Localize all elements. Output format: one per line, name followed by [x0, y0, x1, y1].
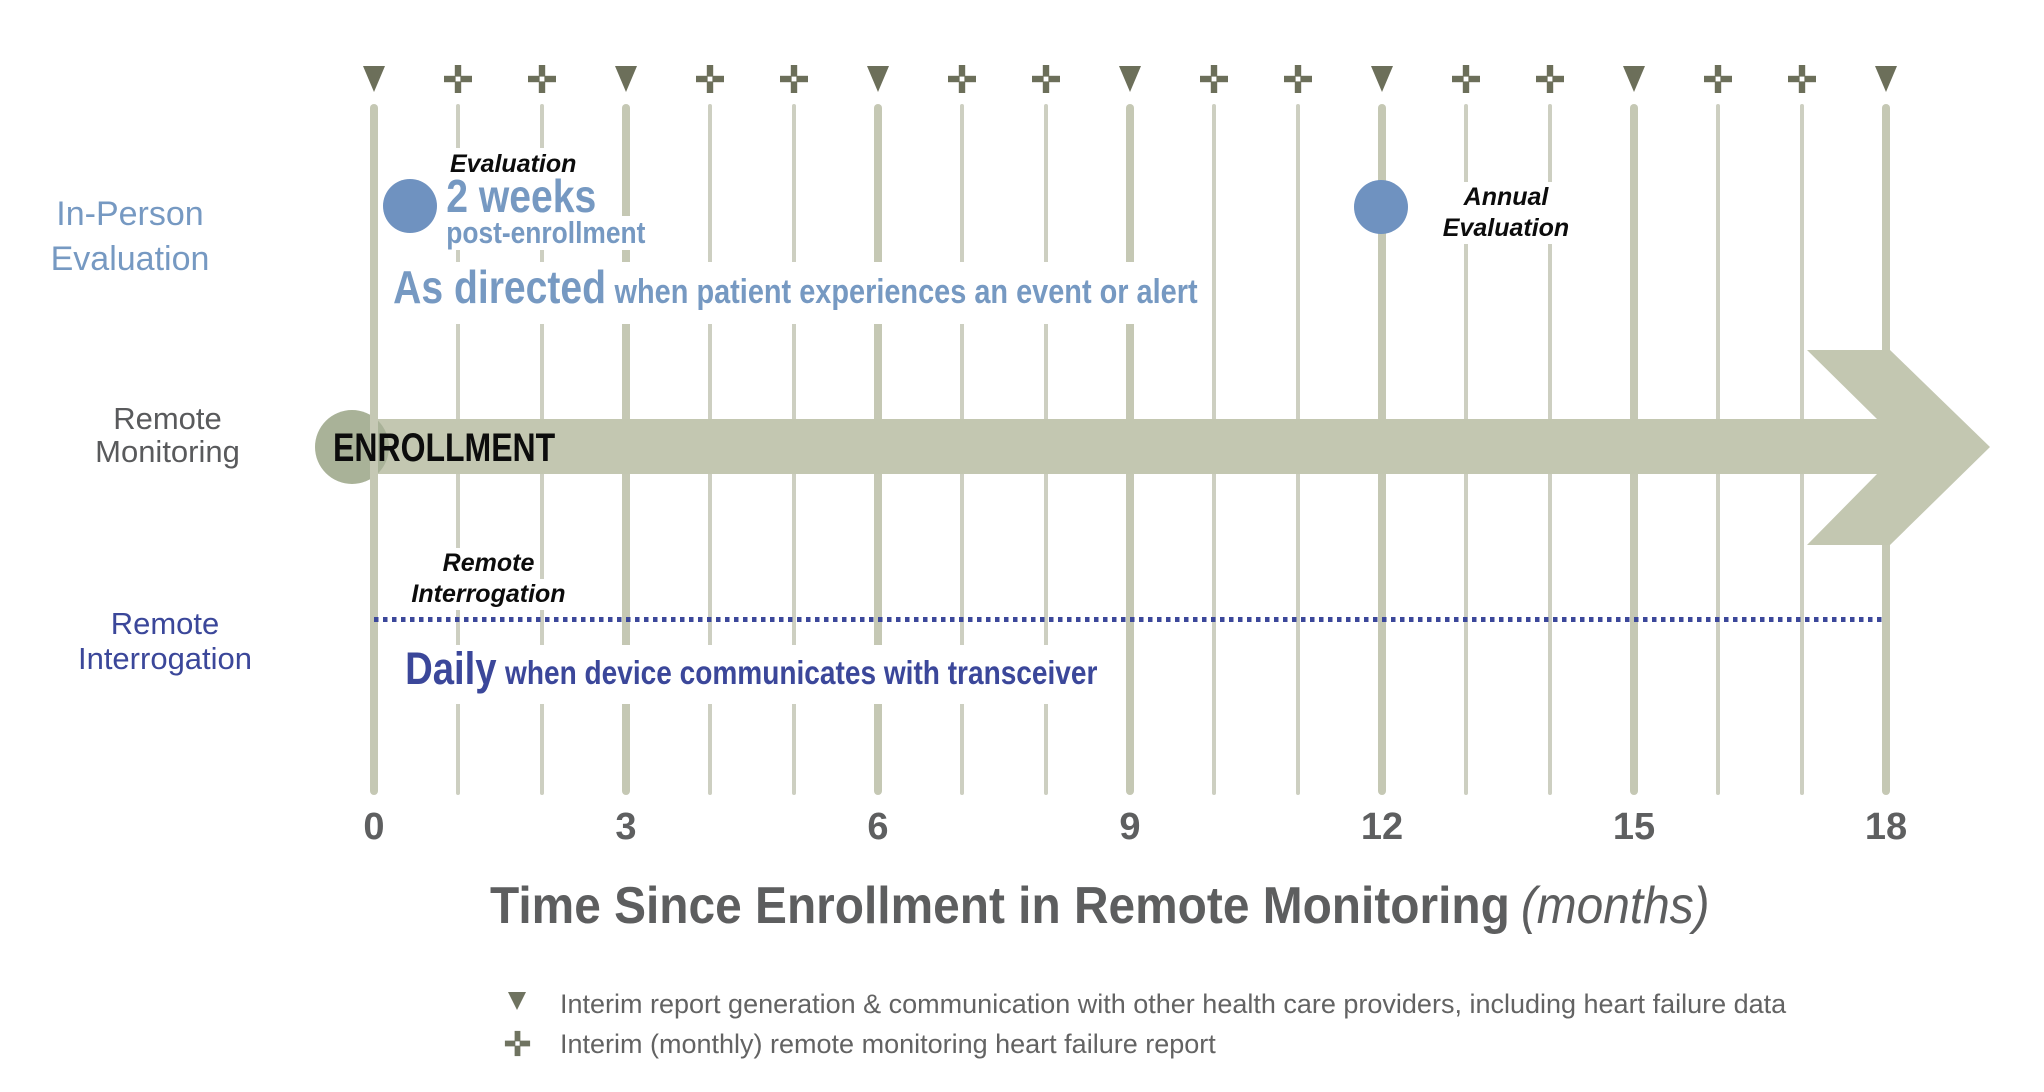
legend-item-quarterly-report: Interim report generation & communicatio… — [560, 989, 1787, 1019]
monthly-report-cross-icon — [1283, 64, 1313, 94]
enrollment-band — [345, 419, 1880, 474]
row-label-line: In-Person — [56, 195, 204, 233]
monthly-report-cross-icon — [527, 64, 557, 94]
annual-evaluation-line: Annual — [1459, 182, 1553, 213]
as-directed-note: As directed when patient experiences an e… — [388, 262, 1203, 324]
legend-cross-icon — [504, 1030, 531, 1057]
monthly-report-cross-icon — [1787, 64, 1817, 94]
remote-interrogation-marker-line: Interrogation — [407, 579, 570, 610]
row-label-remote-interrogation: Remote Interrogation — [0, 606, 330, 676]
month-gridline-11 — [1296, 104, 1300, 795]
legend-item-monthly-report: Interim (monthly) remote monitoring hear… — [560, 1029, 1216, 1059]
quarterly-report-triangle-icon — [1371, 66, 1393, 92]
row-label-line: Monitoring — [95, 434, 240, 469]
monthly-report-cross-icon — [1703, 64, 1733, 94]
evaluation-post-enrollment-text: post-enrollment — [442, 216, 650, 250]
daily-strong: Daily — [405, 643, 497, 694]
quarterly-report-triangle-icon — [1875, 66, 1897, 92]
row-label-in-person-evaluation: In-Person Evaluation — [10, 192, 250, 282]
remote-interrogation-marker-line: Remote — [438, 548, 539, 579]
axis-tick-label: 6 — [867, 806, 889, 848]
quarterly-report-triangle-icon — [1623, 66, 1645, 92]
monthly-report-cross-icon — [443, 64, 473, 94]
month-gridline-9 — [1126, 104, 1134, 795]
daily-interrogation-note: Daily when device communicates with trans… — [400, 645, 1103, 704]
axis-tick-label: 0 — [363, 806, 385, 848]
annual-evaluation-dot — [1354, 180, 1408, 234]
as-directed-rest: when patient experiences an event or ale… — [614, 273, 1198, 311]
quarterly-report-triangle-icon — [1119, 66, 1141, 92]
x-axis-title-main: Time Since Enrollment in Remote Monitori… — [490, 877, 1511, 935]
month-gridline-17 — [1800, 104, 1804, 795]
legend-triangle-down-icon — [508, 992, 526, 1010]
row-label-line: Remote — [113, 401, 222, 436]
annual-evaluation-label: Annual Evaluation — [1406, 182, 1606, 244]
x-axis-title: Time Since Enrollment in Remote Monitori… — [344, 876, 1856, 936]
row-label-line: Remote — [110, 606, 220, 641]
quarterly-report-triangle-icon — [867, 66, 889, 92]
monthly-report-cross-icon — [695, 64, 725, 94]
axis-tick-label: 3 — [615, 806, 637, 848]
axis-tick-label: 15 — [1612, 806, 1656, 848]
month-gridline-10 — [1212, 104, 1216, 795]
axis-tick-label: 12 — [1360, 806, 1404, 848]
month-gridline-18 — [1882, 104, 1890, 795]
quarterly-report-triangle-icon — [615, 66, 637, 92]
x-axis-title-units: (months) — [1521, 877, 1710, 935]
enrollment-arrowhead — [1807, 350, 1990, 545]
remote-interrogation-marker-label: Remote Interrogation — [386, 548, 591, 610]
monthly-report-cross-icon — [1199, 64, 1229, 94]
in-person-evaluation-dot-2-weeks — [383, 179, 437, 233]
monthly-report-cross-icon — [947, 64, 977, 94]
as-directed-strong: As directed — [393, 261, 607, 313]
month-gridline-16 — [1716, 104, 1720, 795]
monthly-report-cross-icon — [779, 64, 809, 94]
axis-tick-label: 18 — [1864, 806, 1908, 848]
axis-tick-label: 9 — [1119, 806, 1141, 848]
daily-interrogation-dotted-line — [374, 617, 1886, 622]
daily-rest: when device communicates with transceive… — [505, 654, 1098, 691]
row-label-line: Interrogation — [77, 641, 253, 676]
evaluation-2-weeks-text: 2 weeks — [442, 173, 601, 219]
enrollment-label: ENROLLMENT — [333, 426, 556, 470]
row-label-line: Evaluation — [50, 240, 210, 278]
row-label-remote-monitoring: Remote Monitoring — [10, 402, 325, 468]
month-gridline-15 — [1630, 104, 1638, 795]
monthly-report-cross-icon — [1031, 64, 1061, 94]
monthly-report-cross-icon — [1451, 64, 1481, 94]
monthly-report-cross-icon — [1535, 64, 1565, 94]
quarterly-report-triangle-icon — [363, 66, 385, 92]
annual-evaluation-line: Evaluation — [1438, 213, 1574, 244]
